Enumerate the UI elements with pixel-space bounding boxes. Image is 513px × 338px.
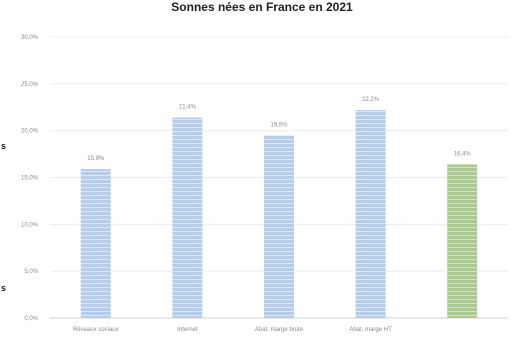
bar <box>264 135 294 318</box>
chart-title: Sonnes nées en France en 2021 <box>171 0 353 14</box>
bar <box>80 169 111 318</box>
bar-value-label: 22,2% <box>362 97 380 103</box>
bar <box>355 110 386 318</box>
y-tick-label: 0,0% <box>24 316 38 322</box>
y-tick-label: 20,0% <box>21 129 39 135</box>
x-tick-label: Abat. marge brute <box>255 327 304 333</box>
bar-value-label: 16,4% <box>454 151 472 157</box>
y-tick-label: 30,0% <box>21 35 39 41</box>
left-edge-mark-2: s <box>1 283 7 293</box>
bar <box>172 117 203 318</box>
bars <box>80 110 478 318</box>
y-tick-label: 25,0% <box>21 82 39 88</box>
y-tick-label: 15,0% <box>21 176 39 182</box>
left-edge-mark-1: s <box>1 141 7 151</box>
x-axis: Réseaux sociaux Internet Abat. marge brute… <box>73 327 392 333</box>
bar <box>447 164 478 318</box>
y-tick-label: 5,0% <box>24 269 38 275</box>
bar-value-label: 19,5% <box>270 122 288 128</box>
bar-value-label: 15,9% <box>87 156 105 162</box>
x-tick-label: Internet <box>177 327 198 333</box>
y-tick-label: 10,0% <box>21 222 39 228</box>
x-tick-label: Abat. marge HT <box>349 327 392 333</box>
data-labels: 15,9% 21,4% 19,5% 22,2% 16,4% <box>87 97 471 162</box>
y-axis: 0,0% 5,0% 10,0% 15,0% 20,0% 25,0% 30,0% <box>21 35 39 322</box>
x-tick-label: Réseaux sociaux <box>73 327 119 333</box>
bar-value-label: 21,4% <box>179 105 197 111</box>
